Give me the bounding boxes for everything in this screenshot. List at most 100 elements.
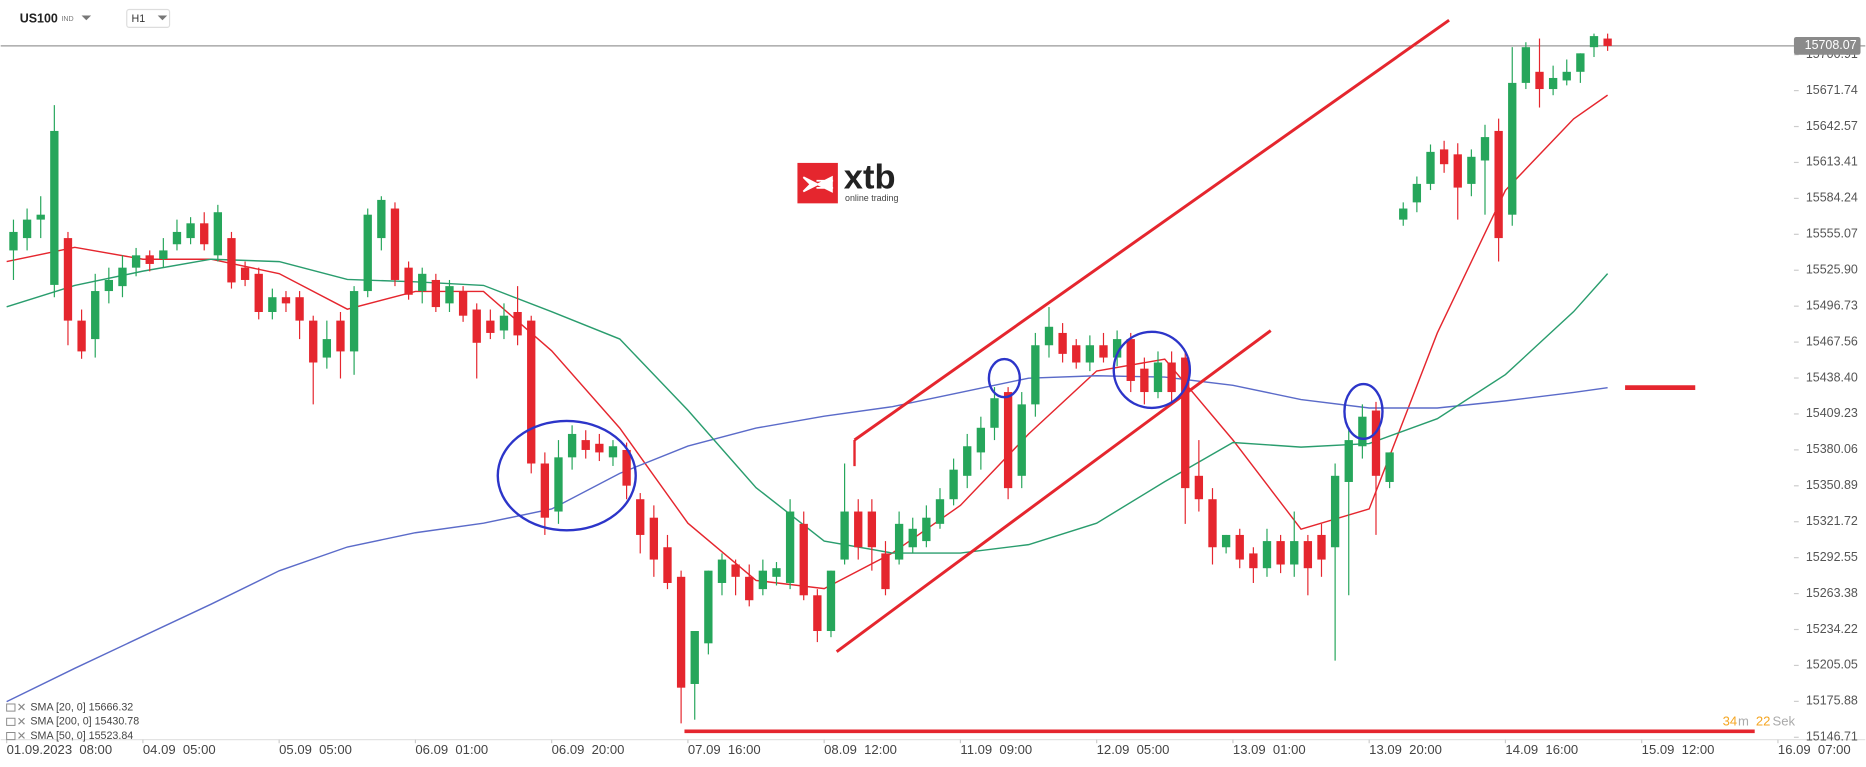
candle-body <box>63 238 73 321</box>
x-tick-label: 13.09 01:00 <box>1233 742 1306 757</box>
candle-body <box>1371 410 1381 476</box>
y-tick-label: 15496.73 <box>1806 298 1858 312</box>
candle-body <box>1126 339 1135 381</box>
trend-line <box>835 329 1272 653</box>
candle-body <box>295 297 304 321</box>
candle-body <box>1358 416 1367 447</box>
y-tick-label: 15321.72 <box>1806 514 1858 528</box>
candle-body <box>1194 475 1204 500</box>
market: IND <box>61 15 73 23</box>
x-tick-label: 07.09 16:00 <box>688 742 761 757</box>
candle-body <box>145 255 154 264</box>
candle-body <box>772 568 781 577</box>
candle-body <box>486 320 495 333</box>
candle-body <box>554 457 563 512</box>
candle-body <box>908 528 917 548</box>
candle-body <box>1017 404 1026 476</box>
last-price-badge <box>1793 36 1861 55</box>
logo-tagline: online trading <box>845 193 899 203</box>
y-tick-label: 15584.24 <box>1806 191 1858 205</box>
legend-entry: SMA [50, 0] 15523.84 <box>30 730 133 742</box>
dropdown-arrow[interactable] <box>157 15 168 21</box>
candle-body <box>1330 475 1340 548</box>
candle-body <box>1262 541 1272 569</box>
candle-body <box>854 511 863 548</box>
candle-body <box>785 511 795 583</box>
candle-body <box>349 291 359 352</box>
x-tick-label: 14.09 16:00 <box>1505 742 1578 757</box>
logo-name: xtb <box>844 159 896 197</box>
highlight-ellipse <box>496 419 637 532</box>
highlight-ellipse <box>1343 382 1384 440</box>
timeframe-box[interactable] <box>126 8 171 28</box>
candle-body <box>1208 499 1217 548</box>
candle-body <box>527 320 536 464</box>
candle-body <box>1003 392 1013 489</box>
candle-body <box>717 559 727 583</box>
candle-body <box>840 511 849 560</box>
logo-x <box>802 175 834 193</box>
legend-icon <box>6 732 16 741</box>
candle-body <box>704 570 713 644</box>
sma-line <box>6 258 1609 554</box>
candle-body <box>1344 440 1353 482</box>
candle-body <box>363 214 372 292</box>
y-tick-label: 15642.57 <box>1806 119 1858 133</box>
candle-body <box>200 223 209 245</box>
highlight-ellipse <box>1112 330 1192 410</box>
x-tick-label: 16.09 07:00 <box>1778 742 1851 757</box>
candle-body <box>745 576 754 601</box>
candle-body <box>458 291 468 316</box>
candle-body <box>1235 534 1244 560</box>
candle-body <box>513 311 522 336</box>
candle-body <box>799 523 808 596</box>
candle-body <box>1494 130 1503 239</box>
y-tick-label: 15146.71 <box>1806 730 1858 744</box>
candle-body <box>22 219 32 239</box>
candle-body <box>690 631 699 684</box>
x-tick-label: 12.09 05:00 <box>1097 742 1170 757</box>
x-tick-label: 05.09 05:00 <box>279 742 352 757</box>
highlight-ellipse <box>987 357 1021 399</box>
candle-body <box>336 320 345 352</box>
candle-body <box>1508 82 1517 215</box>
candle-body <box>1603 38 1612 46</box>
candle-body <box>1589 36 1599 48</box>
candle-body <box>118 267 127 287</box>
y-tick-label: 15380.06 <box>1806 442 1858 456</box>
candle-body <box>813 595 822 632</box>
symbol[interactable]: US100 <box>20 11 58 25</box>
candle-body <box>404 267 413 295</box>
dropdown-arrow[interactable] <box>81 15 92 21</box>
candle-body <box>1399 208 1408 220</box>
legend-close <box>18 717 25 725</box>
x-tick-label: 11.09 09:00 <box>960 742 1032 757</box>
candle-body <box>159 250 168 260</box>
candle-body <box>1099 345 1108 358</box>
candle-body <box>663 547 672 583</box>
candle-body <box>1167 362 1176 393</box>
candle-body <box>186 223 195 239</box>
x-tick-label: 06.09 01:00 <box>415 742 488 757</box>
candle-body <box>1548 77 1558 90</box>
timeframe[interactable]: H1 <box>132 13 146 25</box>
candle-body <box>240 267 250 280</box>
candle-body <box>50 130 59 285</box>
candle-body <box>1453 154 1462 188</box>
legend-entry: SMA [200, 0] 15430.78 <box>30 716 139 728</box>
candle-body <box>540 463 550 518</box>
y-tick-label: 15175.88 <box>1806 694 1858 708</box>
y-tick-label: 15525.90 <box>1806 263 1858 277</box>
candle-body <box>595 443 604 453</box>
candle-body <box>1303 541 1313 569</box>
candle-body <box>268 297 277 312</box>
candle-body <box>1249 553 1258 569</box>
candle-body <box>77 320 86 352</box>
annotations <box>496 19 1755 734</box>
timer-minutes: 34 <box>1723 713 1738 728</box>
candle-body <box>1467 156 1476 184</box>
x-tick-label: 08.09 12:00 <box>824 742 897 757</box>
legend-close <box>18 732 25 739</box>
y-tick-label: 15467.56 <box>1806 334 1858 348</box>
